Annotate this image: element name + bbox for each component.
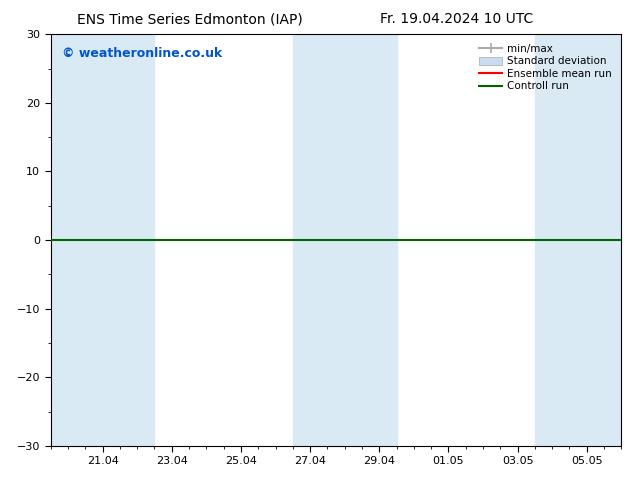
Bar bbox=[51, 34, 120, 446]
Bar bbox=[293, 34, 327, 446]
Text: Fr. 19.04.2024 10 UTC: Fr. 19.04.2024 10 UTC bbox=[380, 12, 533, 26]
Text: © weatheronline.co.uk: © weatheronline.co.uk bbox=[62, 47, 223, 60]
Bar bbox=[120, 34, 155, 446]
Text: ENS Time Series Edmonton (IAP): ENS Time Series Edmonton (IAP) bbox=[77, 12, 303, 26]
Legend: min/max, Standard deviation, Ensemble mean run, Controll run: min/max, Standard deviation, Ensemble me… bbox=[475, 40, 616, 96]
Bar bbox=[535, 34, 621, 446]
Bar bbox=[327, 34, 396, 446]
